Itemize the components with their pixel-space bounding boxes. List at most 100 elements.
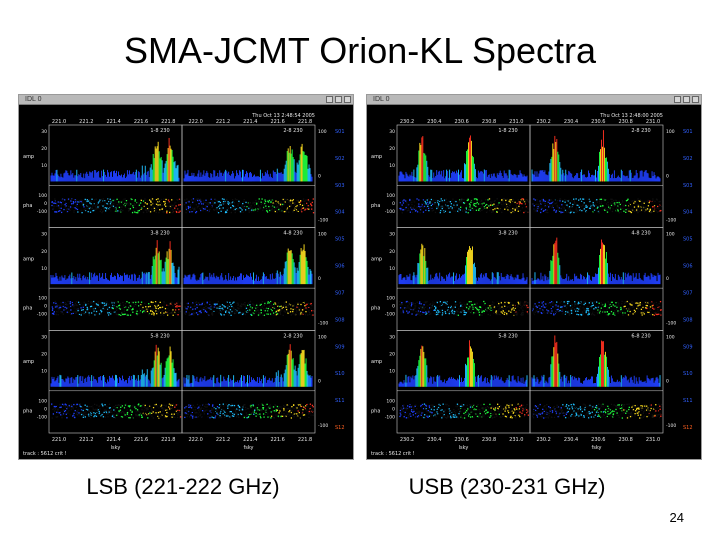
phase-point (110, 201, 112, 203)
phase-point (169, 407, 171, 409)
phase-point (227, 415, 229, 417)
phase-point (223, 306, 225, 308)
phase-point (615, 199, 617, 201)
phase-point (521, 207, 524, 209)
phase-point (151, 409, 153, 411)
phase-point (159, 199, 161, 202)
phase-point (74, 416, 76, 419)
close-button[interactable] (344, 96, 351, 103)
bottom-frequency-tick: 221.0 (52, 437, 66, 443)
phase-point (290, 308, 292, 310)
phase-point (554, 203, 556, 205)
phase-point (253, 409, 256, 411)
phase-point (174, 311, 176, 314)
phase-noise-point (307, 306, 310, 308)
phase-point (476, 201, 478, 204)
phase-point (308, 408, 311, 411)
phase-noise-point (238, 408, 241, 410)
phase-point (156, 405, 158, 407)
phase-point (226, 209, 228, 211)
phase-point (160, 198, 163, 201)
phase-point (56, 205, 58, 208)
phase-point (524, 199, 526, 202)
phase-point (575, 198, 577, 200)
phase-point (214, 303, 216, 305)
phase-point (307, 411, 310, 413)
phase-point (204, 410, 207, 412)
phase-point (267, 313, 269, 315)
phase-point (588, 201, 590, 203)
phase-point (302, 414, 305, 416)
phase-point (569, 202, 571, 204)
phase-point (80, 200, 82, 203)
phase-point (218, 206, 221, 208)
phase-noise-point (146, 413, 149, 415)
phase-point (151, 208, 153, 210)
phase-noise-point (112, 204, 115, 206)
phase-point (174, 405, 176, 407)
phase-noise-point (164, 304, 167, 307)
phase-point (644, 210, 646, 213)
maximize-button[interactable] (335, 96, 342, 103)
phase-point (618, 212, 620, 214)
phase-point (59, 306, 62, 309)
phase-point (165, 207, 167, 209)
phase-point (411, 208, 413, 211)
phase-point (174, 302, 176, 305)
phase-point (141, 207, 143, 209)
phase-noise-point (638, 205, 641, 207)
minimize-button[interactable] (326, 96, 333, 103)
phase-point (283, 307, 286, 309)
phase-point (52, 307, 55, 309)
phase-point (556, 200, 559, 202)
phase-point (202, 208, 205, 210)
phase-point (230, 207, 232, 209)
phase-point (309, 407, 311, 410)
phase-point (172, 309, 174, 311)
phase-point (142, 413, 145, 415)
phase-point (437, 200, 439, 202)
phase-point (555, 211, 557, 213)
bottom-frequency-tick: 221.4 (243, 437, 257, 443)
phase-point (200, 201, 202, 203)
phase-point (143, 406, 145, 408)
phase-point (118, 203, 120, 205)
phase-noise-point (163, 410, 166, 412)
top-frequency-tick: 230.4 (427, 119, 441, 125)
phase-point (156, 204, 159, 207)
phase-point (427, 203, 429, 205)
phase-point (71, 405, 73, 408)
phase-point (609, 207, 611, 209)
phase-point (112, 199, 114, 202)
phase-point (246, 202, 249, 204)
phase-point (305, 207, 307, 210)
window-titlebar[interactable]: IDL 0 (19, 95, 353, 105)
maximize-button[interactable] (683, 96, 690, 103)
phase-noise-point (620, 206, 623, 209)
window-titlebar[interactable]: IDL 0 (367, 95, 701, 105)
phase-point (171, 404, 174, 407)
phase-point (193, 305, 196, 307)
phase-point (224, 411, 226, 414)
phase-point (286, 413, 288, 415)
minimize-button[interactable] (674, 96, 681, 103)
phase-point (514, 201, 516, 204)
phase-point (195, 412, 197, 414)
phase-point (171, 301, 173, 303)
phase-point (124, 406, 126, 408)
phase-point (220, 416, 223, 418)
close-button[interactable] (692, 96, 699, 103)
phase-point (464, 209, 466, 212)
phase-point (144, 404, 146, 407)
phase-point (535, 203, 538, 205)
phase-point (79, 200, 81, 202)
phase-point (238, 307, 240, 310)
phase-point (598, 200, 601, 202)
phase-noise-point (439, 206, 442, 208)
phase-noise-point (445, 201, 447, 203)
phase-noise-point (248, 310, 250, 313)
phase-point (591, 204, 593, 207)
phase-point (296, 210, 298, 212)
phase-point (51, 312, 54, 315)
phase-point (645, 206, 647, 208)
